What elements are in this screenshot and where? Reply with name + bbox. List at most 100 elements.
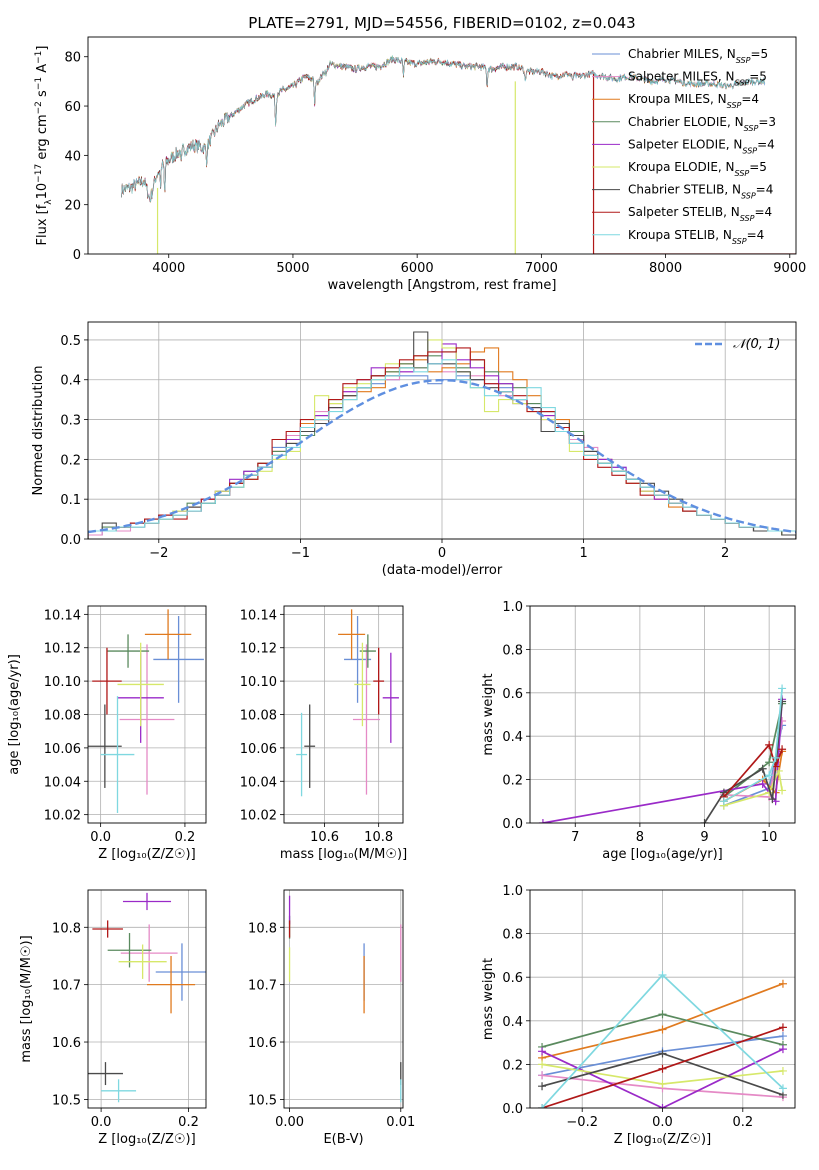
legend-suffix: =3 xyxy=(758,115,776,129)
massweight_vs_z-panel: −0.2 0.0 0.2 0.0 0.2 0.4 0.6 0.8 1.0 Z [log₁₀(Z/Z… xyxy=(481,884,796,1147)
y-tick-label: 10.8 xyxy=(52,921,81,936)
spectrum-panel: 4000 5000 6000 7000 8000 9000 0 20 40 60 80 PLATE=2… xyxy=(34,14,806,293)
y-tick-label: 0.1 xyxy=(60,493,81,508)
legend-suffix: =5 xyxy=(749,70,767,84)
legend-suffix: =4 xyxy=(741,92,759,106)
weight-marker-chabrier_stelib xyxy=(758,764,767,773)
plot-area xyxy=(538,684,787,823)
y-tick-label: 10.8 xyxy=(248,921,277,936)
y-tick-label: 10.04 xyxy=(44,775,81,790)
plot-area xyxy=(296,609,399,797)
x-tick-label: 9 xyxy=(700,830,708,845)
y-tick-label: 0.2 xyxy=(60,453,81,468)
axes-frame xyxy=(87,605,207,824)
legend-entry: Salpeter MILES, NSSP=5 xyxy=(628,70,767,88)
label-part: Flux [f xyxy=(35,204,50,245)
legend-suffix: =5 xyxy=(749,160,767,174)
weight-marker-salpeter_stelib xyxy=(778,1023,787,1032)
mass_vs_ebv-panel: 0.00 0.01 10.5 10.6 10.7 10.8 E(B-V) xyxy=(248,889,415,1147)
spectrum-line-chabrier_elodie xyxy=(121,56,517,202)
x-tick-label: 8000 xyxy=(649,261,682,276)
x-tick-label: 0.2 xyxy=(178,1115,199,1130)
legend-text: Kroupa MILES, N xyxy=(628,92,727,106)
label-part: 10 xyxy=(35,183,50,200)
y-tick-label: 0.6 xyxy=(502,971,523,986)
spectrum-line-salpeter_stelib xyxy=(121,57,594,202)
age_vs_mass-panel: 10.6 10.8 10.02 10.04 10.06 10.08 10.10 10.12 10… xyxy=(240,605,407,862)
x-axis-label: E(B-V) xyxy=(323,1132,363,1147)
x-axis-label: age [log₁₀(age/yr)] xyxy=(602,847,723,862)
y-tick-label: 10.10 xyxy=(44,675,81,690)
weight-line-salpeter_elodie xyxy=(542,699,783,823)
legend-sub: SSP xyxy=(735,78,750,87)
x-tick-label: 0.0 xyxy=(90,830,111,845)
x-tick-label: 0 xyxy=(438,546,446,561)
plot-area xyxy=(121,55,796,254)
y-tick-label: 10.02 xyxy=(44,809,81,824)
legend: 𝒩(0, 1) xyxy=(695,337,780,352)
weight-marker-salpeter_stelib xyxy=(778,745,787,754)
x-tick-label: −0.2 xyxy=(566,1115,598,1130)
y-tick-label: 60 xyxy=(64,100,81,115)
weight-marker-chabrier_miles xyxy=(778,1032,787,1041)
grid xyxy=(284,890,403,1108)
y-tick-label: 0.4 xyxy=(502,730,523,745)
y-tick-label: 10.12 xyxy=(240,642,277,657)
y-tick-label: 0.6 xyxy=(502,687,523,702)
x-tick-label: 10 xyxy=(761,830,778,845)
x-tick-label: 0.00 xyxy=(275,1115,304,1130)
legend-sub: SSP xyxy=(741,191,756,200)
x-tick-label: 10.8 xyxy=(364,830,393,845)
legend-suffix: =5 xyxy=(750,47,768,61)
weight-marker-salpeter_elodie xyxy=(778,1045,787,1054)
weight-marker-kroupa_elodie xyxy=(658,1080,667,1089)
weight-marker-chabrier_elodie xyxy=(658,1010,667,1019)
y-tick-label: 1.0 xyxy=(502,600,523,615)
x-axis-label: Z [log₁₀(Z/Z☉)] xyxy=(98,1132,195,1147)
weight-marker-kroupa_miles xyxy=(658,1025,667,1034)
weight-marker-chabrier_stelib xyxy=(658,1049,667,1058)
weight-marker-kroupa_stelib xyxy=(538,1104,547,1108)
weight-marker-kroupa_elodie xyxy=(778,1066,787,1075)
legend-entry: Kroupa STELIB, NSSP=4 xyxy=(628,228,764,246)
weight-marker-kroupa_elodie xyxy=(774,766,783,775)
legend-entry: Salpeter STELIB, NSSP=4 xyxy=(628,205,772,223)
y-tick-label: 0 xyxy=(73,248,81,263)
axes-frame xyxy=(87,889,207,1109)
weight-marker-kroupa_elodie xyxy=(538,1060,547,1069)
y-tick-label: 10.6 xyxy=(248,1036,277,1051)
weight-marker-salpeter_stelib xyxy=(765,740,774,749)
y-tick-label: 0.0 xyxy=(502,817,523,832)
legend-text: Kroupa STELIB, N xyxy=(628,228,732,242)
y-tick-label: 10.5 xyxy=(52,1093,81,1108)
legend-text: Chabrier ELODIE, N xyxy=(628,115,744,129)
legend-text: Salpeter MILES, N xyxy=(628,70,735,84)
massweight_vs_age-panel: 7 8 9 10 0.0 0.2 0.4 0.6 0.8 1.0 age [log₁₀(age/yr… xyxy=(481,600,796,862)
weight-marker-chabrier_stelib xyxy=(768,795,777,804)
label-part: −17 xyxy=(34,164,44,183)
y-tick-label: 0.2 xyxy=(502,1058,523,1073)
plot-area xyxy=(88,892,206,1103)
y-tick-label: 20 xyxy=(64,199,81,214)
grid xyxy=(530,605,795,824)
y-tick-label: 0.4 xyxy=(502,1015,523,1030)
legend-sub: SSP xyxy=(740,214,755,223)
y-axis-label: mass weight xyxy=(481,673,496,755)
weight-marker-chabrier_stelib xyxy=(538,1082,547,1091)
x-tick-label: −2 xyxy=(149,546,168,561)
label-part: λ xyxy=(44,199,54,205)
plot-area xyxy=(538,971,787,1108)
weight-marker-kroupa_stelib xyxy=(778,1084,787,1093)
y-tick-label: 10.10 xyxy=(240,675,277,690)
y-tick-label: 10.7 xyxy=(248,979,277,994)
axes-frame xyxy=(87,321,797,540)
label-part: −1 xyxy=(34,51,44,64)
x-tick-label: 0.01 xyxy=(386,1115,415,1130)
y-axis-label: mass [log₁₀(M/M☉)] xyxy=(19,935,34,1062)
spectrum-line-kroupa_stelib xyxy=(121,55,766,202)
legend-entry: Chabrier ELODIE, NSSP=3 xyxy=(628,115,776,133)
x-tick-label: 0.0 xyxy=(91,1115,112,1130)
weight-marker-salpeter_elodie xyxy=(538,1047,547,1056)
legend-sub: SSP xyxy=(742,146,757,155)
